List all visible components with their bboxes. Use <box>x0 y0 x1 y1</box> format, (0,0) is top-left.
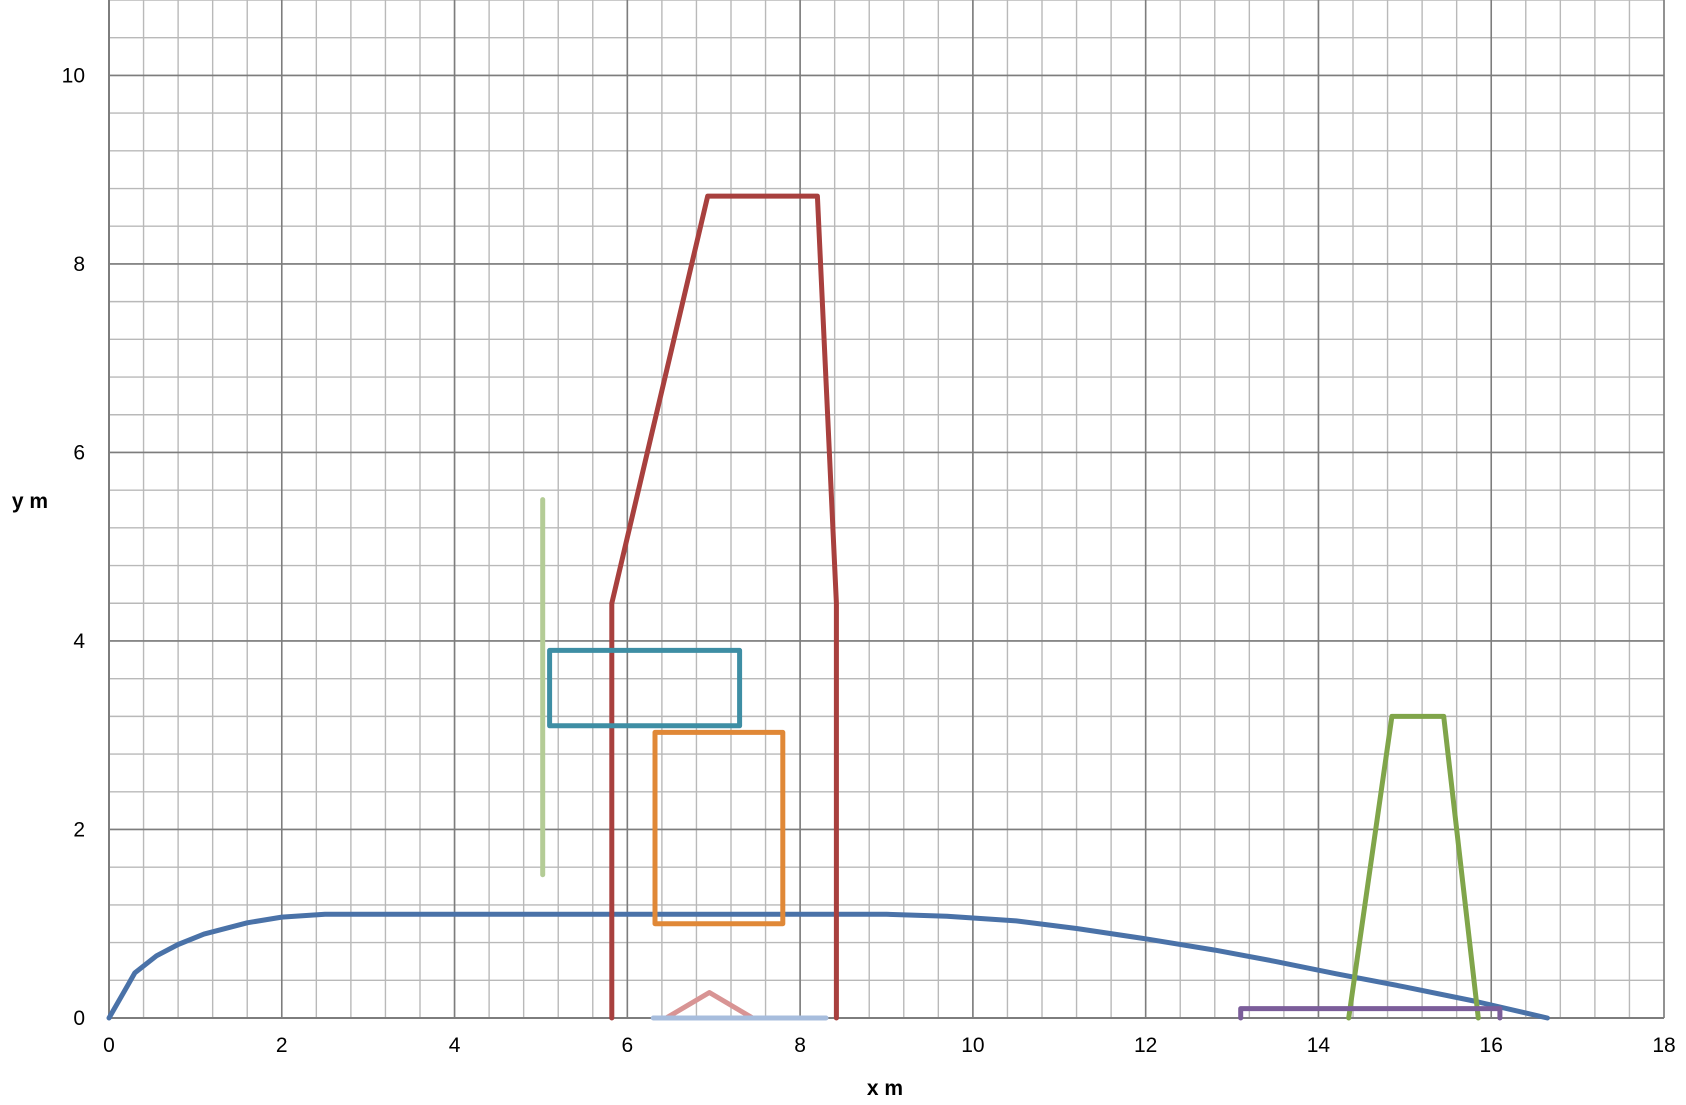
x-tick-label: 6 <box>621 1034 633 1057</box>
y-tick-labels: 0 2 4 6 8 10 <box>62 64 86 1030</box>
y-tick-label: 0 <box>73 1007 85 1030</box>
series-layer <box>106 193 1550 1021</box>
x-tick-label: 0 <box>103 1034 115 1057</box>
y-tick-label: 4 <box>73 630 85 653</box>
x-tick-label: 14 <box>1307 1034 1331 1057</box>
axes <box>108 0 1664 1019</box>
x-tick-label: 2 <box>276 1034 288 1057</box>
y-tick-label: 6 <box>73 441 85 464</box>
x-tick-labels: 0 2 4 6 8 10 12 14 16 18 <box>103 1034 1676 1057</box>
x-axis-title: x m <box>867 1077 903 1100</box>
x-tick-label: 8 <box>794 1034 806 1057</box>
major-gridlines <box>108 0 1665 1019</box>
y-tick-label: 10 <box>62 64 85 87</box>
series-line-1 <box>106 911 1550 1021</box>
series-line-7 <box>1238 1006 1503 1021</box>
series-line-8 <box>663 990 756 1021</box>
y-tick-label: 2 <box>73 818 85 841</box>
series-line-4 <box>652 729 786 927</box>
x-tick-label: 12 <box>1134 1034 1157 1057</box>
x-tick-label: 16 <box>1480 1034 1503 1057</box>
x-tick-label: 10 <box>961 1034 984 1057</box>
x-tick-label: 18 <box>1652 1034 1675 1057</box>
minor-gridlines <box>108 0 1665 1019</box>
series-line-2 <box>609 193 839 1021</box>
series-line-6 <box>1346 713 1481 1021</box>
y-tick-label: 8 <box>73 253 85 276</box>
series-line-3 <box>547 647 743 729</box>
y-axis-title: y m <box>12 490 48 513</box>
x-tick-label: 4 <box>449 1034 461 1057</box>
